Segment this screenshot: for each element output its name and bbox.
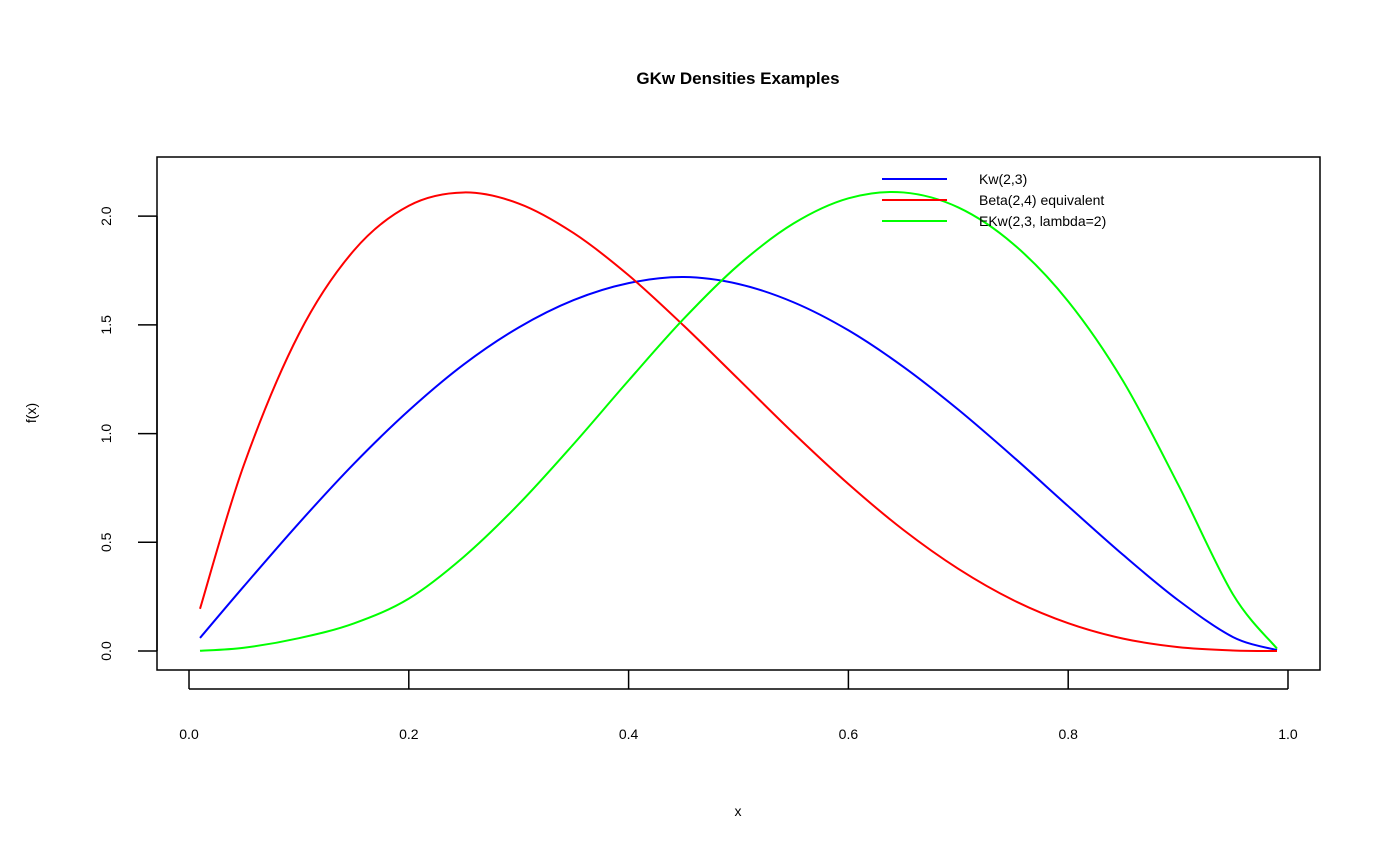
y-axis: 0.0 0.5 1.0 1.5 2.0 [98, 206, 158, 661]
x-tick-label: 0.2 [399, 726, 419, 742]
x-tick-label: 1.0 [1278, 726, 1298, 742]
series-line-2 [199, 191, 1278, 652]
y-tick-label: 0.0 [98, 641, 114, 661]
y-tick-label: 1.5 [98, 315, 114, 335]
x-tick-label: 0.0 [179, 726, 199, 742]
y-tick-label: 1.0 [98, 424, 114, 444]
x-tick-label: 0.8 [1058, 726, 1078, 742]
legend-label-1: Kw(2,3) [979, 171, 1027, 187]
y-axis-label: f(x) [23, 403, 39, 423]
series-line-1 [199, 276, 1278, 652]
legend: Kw(2,3) Beta(2,4) equivalent EKw(2,3, lamb… [882, 171, 1106, 229]
y-tick-label: 0.5 [98, 532, 114, 552]
chart-title: GKw Densities Examples [636, 69, 839, 88]
x-axis: 0.0 0.2 0.4 0.6 0.8 1.0 [179, 670, 1298, 742]
x-tick-label: 0.6 [839, 726, 859, 742]
legend-label-2: Beta(2,4) equivalent [979, 192, 1104, 208]
series-layer [199, 190, 1278, 652]
plot-frame [156, 156, 1321, 671]
x-axis-label: x [735, 803, 742, 819]
series-line-3 [199, 190, 1278, 652]
legend-label-3: EKw(2,3, lambda=2) [979, 213, 1106, 229]
y-tick-label: 2.0 [98, 206, 114, 226]
x-tick-label: 0.4 [619, 726, 639, 742]
